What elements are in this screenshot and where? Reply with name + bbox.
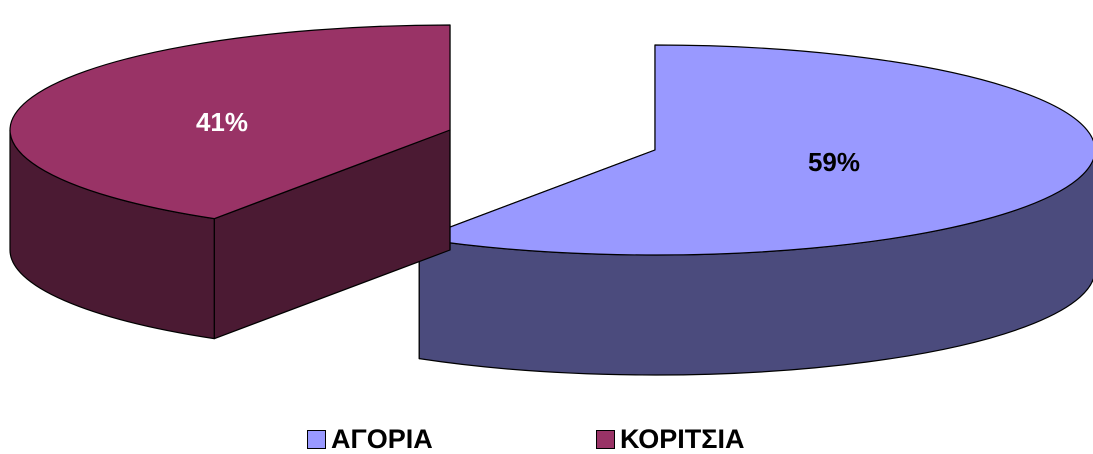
slices-layer xyxy=(9,24,1093,376)
data-label-agoria: 59% xyxy=(808,147,860,177)
legend: ΑΓΟΡΙΑ ΚΟΡΙΤΣΙΑ xyxy=(0,400,1093,454)
pie-chart: 59% 41% xyxy=(9,24,1093,376)
data-label-koritsia: 41% xyxy=(196,107,248,137)
legend-label-agoria: ΑΓΟΡΙΑ xyxy=(331,424,433,454)
legend-swatch-koritsia xyxy=(596,429,615,449)
labels-layer: 59% 41% xyxy=(196,107,860,177)
pie-slice-koritsia xyxy=(9,24,451,340)
pie-chart-svg: 59% 41% xyxy=(9,24,1093,376)
legend-swatch-agoria xyxy=(307,429,326,449)
slice-top-agoria xyxy=(418,44,1093,256)
pie-slice-agoria xyxy=(418,44,1093,376)
slice-top-koritsia xyxy=(9,24,451,220)
legend-item-agoria: ΑΓΟΡΙΑ xyxy=(307,424,433,454)
legend-item-koritsia: ΚΟΡΙΤΣΙΑ xyxy=(596,424,744,454)
legend-label-koritsia: ΚΟΡΙΤΣΙΑ xyxy=(620,424,745,454)
